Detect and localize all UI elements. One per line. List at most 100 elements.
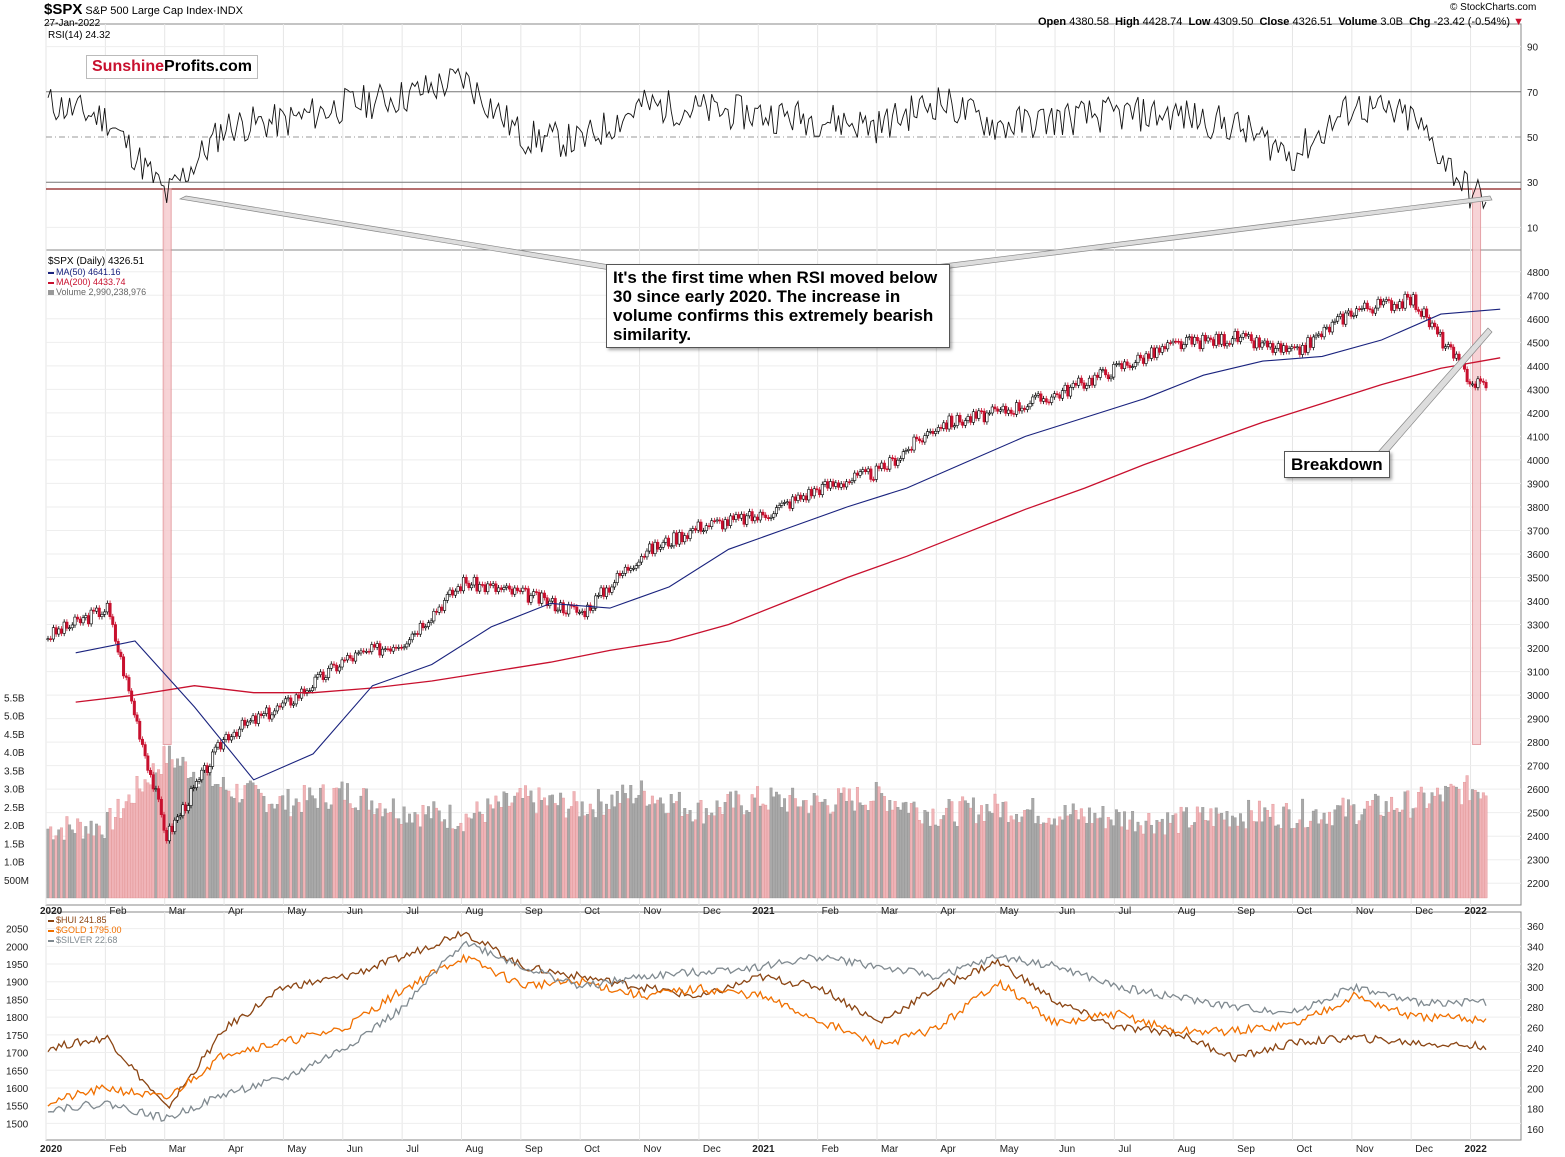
volume-bar bbox=[54, 835, 58, 899]
candle-body bbox=[737, 514, 741, 519]
volume-bar bbox=[1282, 806, 1286, 899]
candle-body bbox=[869, 468, 873, 480]
volume-bar bbox=[491, 808, 495, 899]
candle-body bbox=[124, 675, 128, 678]
candle-body bbox=[696, 521, 700, 531]
candle-body bbox=[969, 416, 973, 423]
candle-body bbox=[308, 690, 312, 692]
volume-bar bbox=[421, 805, 425, 899]
volume-bar bbox=[955, 826, 959, 899]
candle-body bbox=[1441, 331, 1445, 349]
candle-body bbox=[1290, 346, 1294, 349]
volume-tick-label: 2.0B bbox=[4, 821, 25, 832]
volume-bar bbox=[650, 795, 654, 899]
candle-body bbox=[413, 633, 417, 635]
volume-bar bbox=[95, 823, 99, 899]
candle-body bbox=[381, 648, 385, 656]
volume-bar bbox=[205, 773, 209, 899]
candle-body bbox=[880, 462, 884, 469]
candle-body bbox=[359, 650, 363, 654]
candle-body bbox=[84, 615, 88, 619]
volume-bar bbox=[1001, 801, 1005, 899]
candle-body bbox=[389, 648, 393, 652]
volume-bar bbox=[591, 809, 595, 899]
candle-body bbox=[348, 655, 352, 659]
candle-body bbox=[977, 410, 981, 419]
volume-bar bbox=[853, 810, 857, 899]
volume-bar bbox=[791, 787, 795, 899]
candle-body bbox=[1066, 384, 1070, 397]
candle-body bbox=[202, 765, 206, 771]
volume-bar bbox=[1206, 820, 1210, 899]
candle-body bbox=[1444, 346, 1448, 349]
volume-bar bbox=[1031, 797, 1035, 899]
candle-body bbox=[1139, 354, 1143, 359]
volume-bar bbox=[667, 813, 670, 899]
spx-tick-label: 2200 bbox=[1527, 879, 1550, 890]
candle-body bbox=[157, 788, 161, 800]
volume-bar bbox=[248, 780, 252, 899]
candle-body bbox=[998, 409, 1002, 412]
volume-bar bbox=[1198, 812, 1202, 899]
volume-bar bbox=[556, 805, 560, 899]
volume-bar bbox=[626, 798, 630, 899]
candle-body bbox=[588, 604, 592, 611]
candle-body bbox=[1446, 344, 1450, 347]
metals-left-tick-label: 1950 bbox=[6, 960, 29, 971]
volume-bar bbox=[486, 798, 490, 899]
candle-body bbox=[159, 798, 163, 815]
volume-bar bbox=[766, 809, 770, 899]
volume-bar bbox=[478, 811, 482, 899]
x-axis-label: Nov bbox=[644, 1144, 662, 1155]
volume-bar bbox=[1260, 821, 1264, 899]
candle-body bbox=[472, 576, 476, 586]
candle-body bbox=[1187, 336, 1191, 339]
volume-bar bbox=[1085, 823, 1089, 899]
volume-bar bbox=[839, 792, 843, 899]
candle-body bbox=[321, 671, 325, 680]
candle-body bbox=[529, 595, 533, 603]
volume-bar bbox=[1473, 790, 1477, 899]
volume-bar bbox=[737, 794, 741, 899]
volume-bar bbox=[534, 813, 538, 899]
volume-bar bbox=[114, 817, 117, 899]
candle-body bbox=[194, 781, 198, 788]
x-axis-label: May bbox=[287, 906, 306, 917]
candle-body bbox=[1233, 331, 1237, 340]
candle-body bbox=[580, 610, 584, 613]
volume-bar bbox=[545, 805, 549, 899]
candle-body bbox=[1298, 346, 1302, 355]
candle-body bbox=[1063, 384, 1067, 391]
candle-body bbox=[467, 582, 471, 589]
candle-body bbox=[863, 469, 867, 472]
metals-left-tick-label: 1600 bbox=[6, 1084, 29, 1095]
x-axis-label: Apr bbox=[940, 906, 956, 917]
candle-body bbox=[1212, 339, 1216, 346]
volume-bar bbox=[1338, 805, 1342, 899]
candle-body bbox=[1384, 299, 1388, 302]
candle-body bbox=[750, 511, 754, 522]
volume-bar bbox=[273, 808, 277, 899]
candle-body bbox=[885, 468, 889, 471]
candle-body bbox=[437, 606, 441, 613]
candle-body bbox=[685, 535, 689, 539]
volume-bar bbox=[1047, 817, 1051, 899]
spx-tick-label: 2700 bbox=[1527, 762, 1550, 773]
candle-body bbox=[1390, 300, 1394, 311]
high-value: 4428.74 bbox=[1142, 16, 1183, 28]
volume-bar bbox=[1271, 803, 1275, 899]
candle-body bbox=[1155, 347, 1159, 358]
candle-body bbox=[1225, 343, 1229, 347]
candle-body bbox=[556, 609, 560, 612]
volume-bar bbox=[1230, 815, 1234, 899]
candle-body bbox=[399, 646, 403, 649]
volume-bar bbox=[513, 795, 517, 899]
candle-body bbox=[1430, 322, 1434, 328]
volume-bar bbox=[81, 838, 85, 899]
candle-body bbox=[664, 537, 668, 543]
candle-body bbox=[828, 481, 832, 489]
candle-body bbox=[1123, 361, 1127, 369]
volume-bar bbox=[1446, 787, 1450, 899]
candle-body bbox=[618, 573, 622, 576]
candle-body bbox=[1303, 345, 1307, 353]
